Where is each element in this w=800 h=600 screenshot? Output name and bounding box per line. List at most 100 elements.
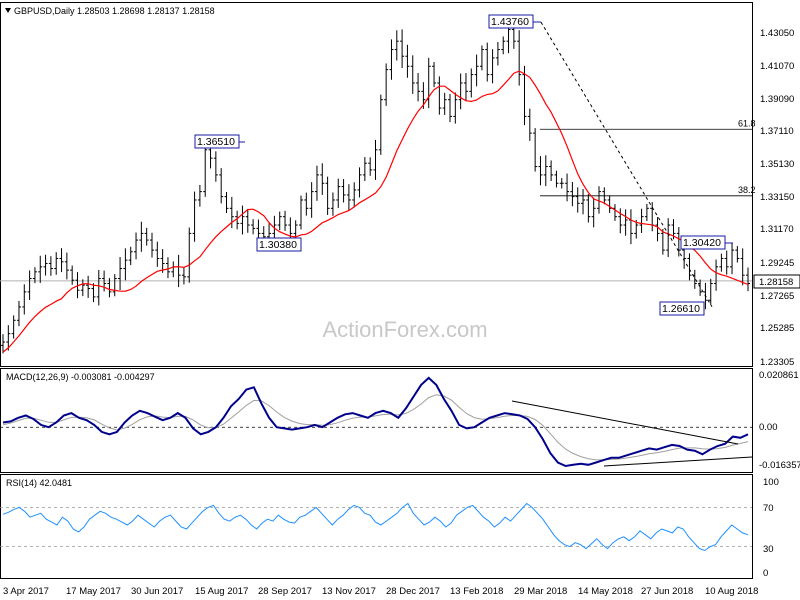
price-bar [400,29,405,69]
price-bar [38,255,43,283]
price-bar [602,187,607,205]
y-tick-label: 1.31170 [760,224,794,235]
price-bar [485,42,490,82]
price-bar [118,256,123,291]
price-bar [277,211,282,231]
x-tick-label: 28 Sep 2017 [258,586,312,597]
x-tick-label: 28 Dec 2017 [386,586,440,597]
price-bar [320,163,325,195]
price-bar [559,178,564,189]
price-bar [155,241,160,267]
price-bar [341,179,346,203]
rsi-tick-label: 100 [763,477,779,488]
price-bar [543,155,548,187]
price-bar [708,278,713,305]
price-bar [80,279,85,297]
price-annotations: 1.36510 1.43760 1.30420 1.30380 1.26610 [194,14,733,316]
collapse-triangle-icon[interactable] [5,8,11,13]
price-bar [666,218,671,257]
macd-tick-label: 0.00 [759,422,778,433]
price-bar [394,30,399,61]
price-bar [373,139,378,180]
price-bar [299,195,303,230]
price-bar [102,270,107,292]
price-bar [735,246,740,263]
price-bar [32,267,37,284]
rsi-y-axis: 100 70 30 0 [763,477,779,579]
price-bar [309,182,314,218]
price-bar [501,36,506,55]
macd-trend-line-lower [603,456,753,467]
annotation-box [659,301,705,316]
y-tick-label: 1.29245 [760,258,794,269]
price-bar [570,182,575,207]
price-bar [724,250,729,275]
price-bar [304,192,309,216]
price-bar [463,73,468,102]
price-bar [346,184,351,211]
price-bar [128,246,133,266]
x-tick-label: 27 Jun 2018 [641,586,693,597]
low-annotation: 1.30380 [256,237,302,252]
price-bar [575,187,580,213]
price-bar [410,55,415,94]
price-bar [740,248,745,286]
price-bar [251,219,256,235]
price-bar [11,315,16,339]
x-tick-label: 3 Apr 2017 [3,586,49,597]
y-tick-label: 1.39090 [760,94,794,105]
price-bar [522,65,527,126]
price-bar [453,92,458,124]
price-bar [378,94,383,155]
price-bar [245,208,250,233]
price-bar [591,197,596,228]
fib-level-label: 61.8 [738,118,756,128]
price-bar [293,220,298,239]
y-tick-label: 1.35130 [760,159,794,170]
low-annotation: 1.26610 [659,301,705,316]
macd-lines [0,376,753,468]
high-annotation: 1.30420 [680,235,733,250]
price-bar [527,108,532,141]
price-bar [16,300,21,327]
price-bar [639,208,644,234]
price-bar [469,68,474,98]
price-bar [495,41,500,66]
fibonacci-levels: 61.8 38.2 [0,118,756,282]
price-bar [91,283,96,303]
price-bar [165,257,170,279]
price-bar [240,205,245,235]
price-bar [64,252,69,280]
price-bar [597,186,601,214]
price-bar [197,184,202,207]
price-bar [490,49,495,84]
price-bar [644,203,649,222]
price-bar [224,191,229,213]
price-title: GBPUSD,Daily 1.28503 1.28698 1.28137 1.2… [5,6,215,16]
macd-title-text: MACD(12,26,9) -0.003081 -0.004297 [6,372,155,382]
rsi-panel-frame [0,474,753,579]
price-bar [618,208,623,234]
price-bar [336,178,341,208]
price-bar [22,284,27,315]
price-bar [203,144,208,197]
price-bar [123,248,128,281]
current-price-box [753,274,800,289]
price-bar [235,210,240,230]
price-bar [384,63,389,106]
price-y-axis: 1.43050 1.41070 1.39090 1.37110 1.35130 … [760,28,794,368]
price-bar [357,167,362,198]
rsi-tick-label: 30 [763,544,774,555]
price-bar [517,30,522,86]
price-bar [416,72,421,102]
price-bar [538,156,543,186]
price-bar [330,192,335,216]
y-tick-label: 1.41070 [760,61,794,72]
x-tick-label: 10 Aug 2018 [705,586,758,597]
price-bar [112,274,117,297]
rsi-tick-label: 70 [763,503,774,514]
price-title-text: GBPUSD,Daily 1.28503 1.28698 1.28137 1.2… [14,6,215,16]
price-bar [389,39,394,80]
price-bar [405,44,410,78]
